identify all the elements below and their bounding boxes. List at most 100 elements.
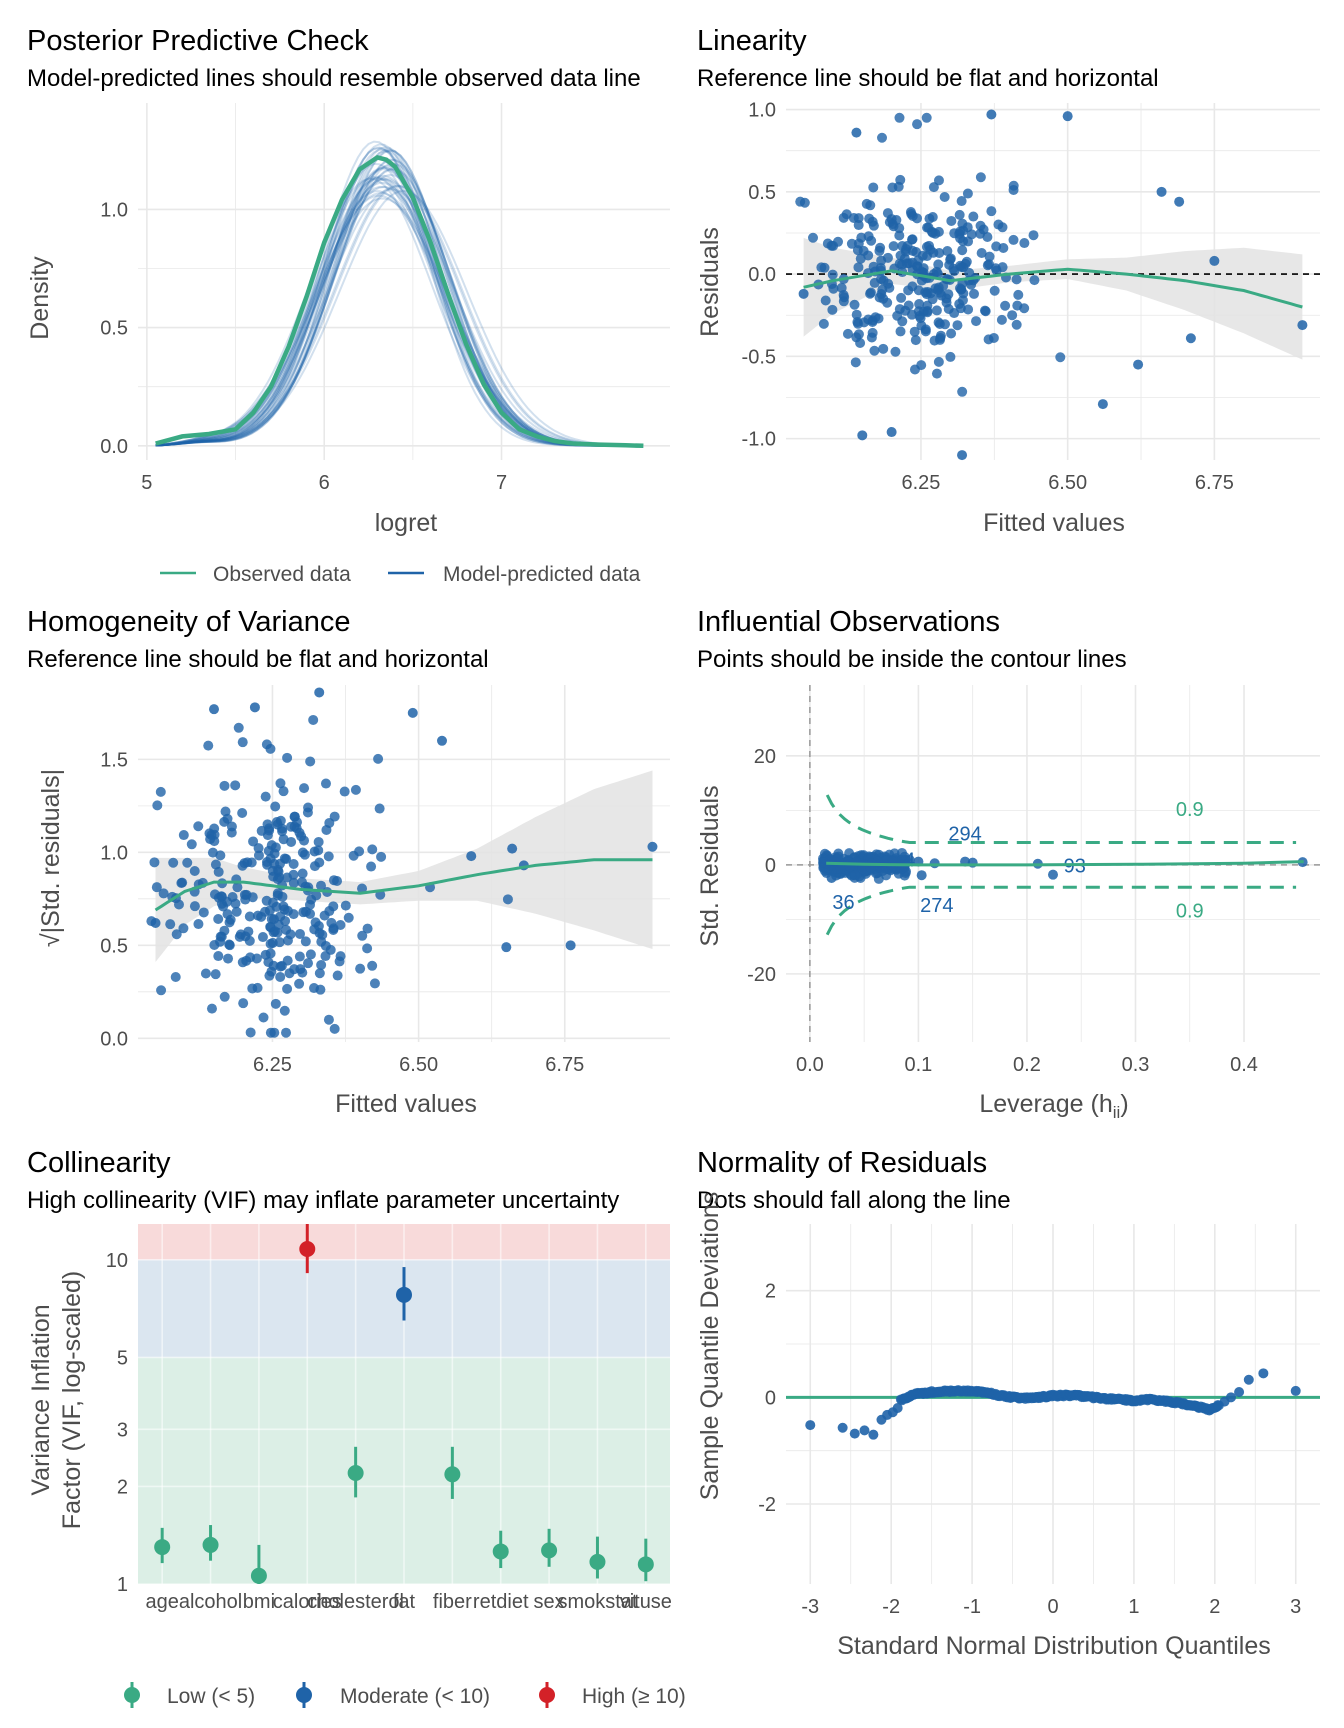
homogeneity-data-point (230, 898, 241, 909)
homogeneity-data-point (332, 876, 343, 887)
collinearity-y-axis-title-line2: Factor (VIF, log-scaled) (58, 1271, 86, 1529)
homogeneity-data-point (305, 908, 316, 919)
homogeneity-data-point (231, 906, 242, 917)
homogeneity-data-point (253, 850, 264, 861)
linearity-data-point (986, 109, 997, 120)
homogeneity-data-point (149, 857, 160, 868)
linearity-data-point (1174, 196, 1185, 207)
linearity-data-point (890, 346, 901, 357)
homogeneity-data-point (343, 912, 354, 923)
linearity-data-point (869, 345, 880, 356)
homogeneity-data-point (354, 846, 365, 857)
homogeneity-data-point (170, 971, 181, 982)
linearity-data-point (867, 216, 878, 227)
vif-point-bmi (250, 1567, 267, 1584)
homogeneity-data-point (158, 888, 169, 899)
homogeneity-data-point (189, 901, 200, 912)
linearity-data-point (907, 257, 918, 268)
ppc-x-tick-label: 5 (141, 472, 152, 494)
homogeneity-data-point (186, 839, 197, 850)
vif-point-calories (299, 1241, 316, 1258)
homogeneity-data-point (297, 967, 308, 978)
homogeneity-data-point (369, 978, 380, 989)
normality-x-axis-title: Standard Normal Distribution Quantiles (837, 1632, 1271, 1660)
influence-point-label: 4 (904, 849, 915, 871)
homogeneity-data-point (328, 901, 339, 912)
influence-data-point (818, 857, 829, 868)
linearity-data-point (1008, 184, 1019, 195)
homogeneity-data-point (245, 952, 256, 963)
linearity-data-point (876, 274, 887, 285)
homogeneity-data-point (309, 924, 320, 935)
homogeneity-data-point (340, 900, 351, 911)
linearity-data-point (932, 269, 943, 280)
homogeneity-data-point (303, 802, 314, 813)
homogeneity-data-point (303, 958, 314, 969)
ppc-x-tick-label: 7 (496, 472, 507, 494)
homogeneity-data-point (150, 918, 161, 928)
linearity-data-point (895, 326, 906, 337)
linearity-data-point (799, 197, 810, 208)
homogeneity-data-point (565, 940, 576, 951)
contour-label-upper: 0.9 (1176, 799, 1204, 821)
homogeneity-data-point (203, 740, 214, 751)
linearity-data-point (901, 244, 912, 255)
influence-data-point (877, 865, 888, 876)
linearity-x-tick-label: 6.75 (1195, 472, 1234, 494)
collinearity-y-tick-label: 2 (117, 1476, 128, 1498)
collinearity-x-tick-label: cholesterol (307, 1591, 404, 1613)
collinearity-x-tick-label: vituse (620, 1591, 672, 1613)
legend-low-label: Low (< 5) (167, 1685, 255, 1708)
normality-data-point (837, 1422, 848, 1433)
homogeneity-data-point (210, 969, 221, 980)
linearity-data-point (949, 308, 960, 319)
linearity-data-point (1019, 238, 1030, 249)
homogeneity-data-point (366, 861, 377, 872)
homogeneity-data-point (247, 892, 258, 903)
homogeneity-data-point (289, 964, 300, 975)
homogeneity-data-point (256, 911, 267, 922)
vif-point-cholesterol (347, 1465, 364, 1482)
homogeneity-data-point (285, 929, 296, 940)
homogeneity-data-point (314, 687, 325, 698)
linearity-data-point (878, 293, 889, 304)
homogeneity-data-point (332, 970, 343, 981)
linearity-x-axis-title: Fitted values (983, 509, 1125, 537)
homogeneity-data-point (339, 786, 350, 797)
linearity-data-point (909, 364, 920, 375)
homogeneity-data-point (314, 857, 325, 868)
linearity-data-point (808, 232, 819, 243)
homogeneity-data-point (275, 778, 286, 789)
model-predicted-density-line (155, 146, 640, 447)
model-predicted-density-line (155, 184, 640, 447)
normality-x-tick-label: 0 (1047, 1596, 1058, 1618)
linearity-data-point (909, 326, 920, 337)
collinearity-x-tick-label: alcohol (179, 1591, 242, 1613)
homogeneity-data-point (272, 890, 283, 901)
influence-x-tick-label: 0.3 (1122, 1054, 1150, 1076)
homogeneity-data-point (216, 891, 227, 902)
homogeneity-data-point (258, 1012, 269, 1023)
linearity-data-point (915, 313, 926, 324)
homogeneity-data-point (282, 955, 293, 966)
linearity-data-point (969, 288, 980, 299)
influence-data-point (857, 864, 868, 875)
contour-line-upper (825, 794, 1297, 844)
homogeneity-data-point (275, 961, 286, 972)
linearity-data-point (940, 319, 951, 330)
influence-data-point (1048, 869, 1058, 880)
homogeneity-data-point (178, 923, 189, 934)
linearity-data-point (963, 304, 974, 315)
homogeneity-data-point (226, 827, 237, 838)
homogeneity-data-point (357, 930, 368, 941)
linearity-data-point (1062, 111, 1073, 122)
linearity-data-point (938, 280, 949, 291)
homogeneity-x-tick-label: 6.50 (399, 1054, 438, 1076)
influence-point-label: 274 (920, 895, 953, 917)
homogeneity-data-point (267, 897, 278, 908)
homogeneity-data-point (156, 985, 167, 996)
homogeneity-data-point (253, 843, 264, 854)
linearity-y-tick-label: 0.0 (748, 264, 776, 286)
influence-point-label: 36 (832, 892, 854, 914)
linearity-y-tick-label: -0.5 (742, 346, 776, 368)
